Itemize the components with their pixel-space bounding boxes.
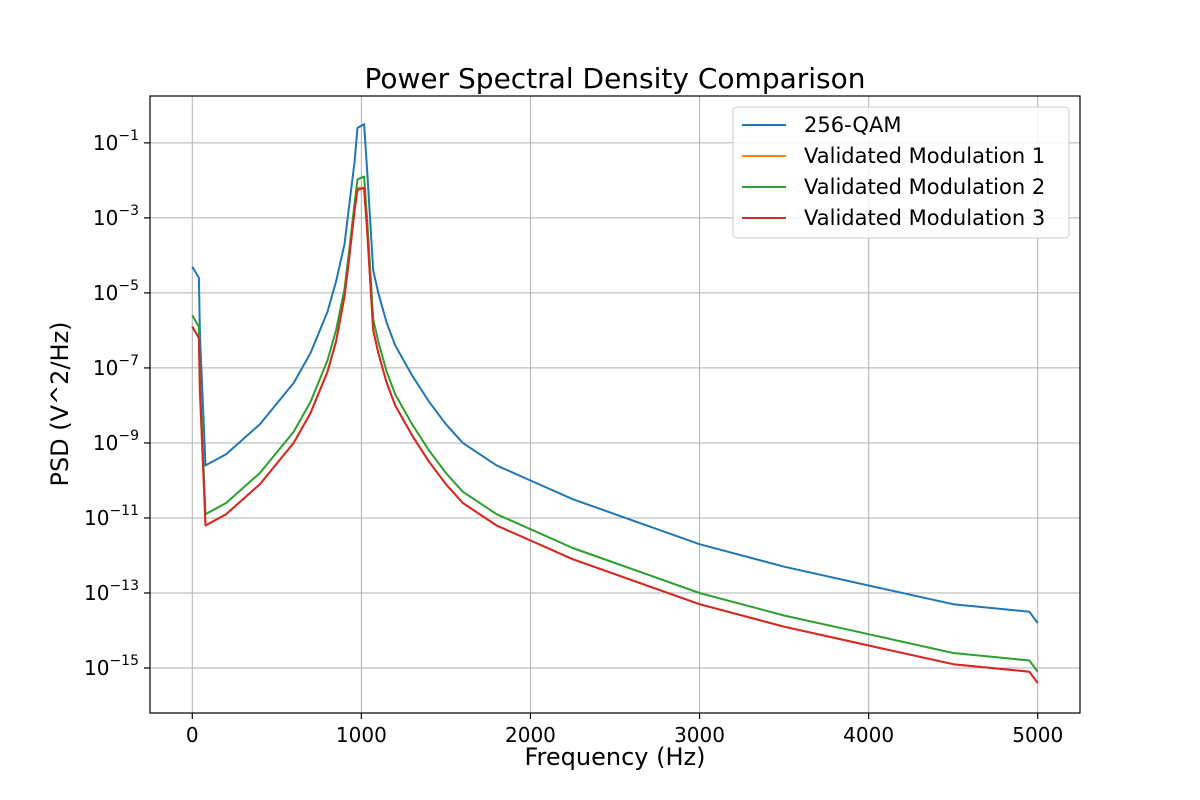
y-tick-base: 10: [84, 581, 109, 605]
legend-box: [732, 106, 1070, 239]
plot-frame: [149, 95, 1081, 714]
x-axis-ticks: 0 1000 2000 3000 4000 5000: [186, 713, 1063, 747]
y-tick-base: 10: [93, 281, 118, 305]
legend-label-2: Validated Modulation 1: [804, 144, 1045, 168]
y-tick-label: 10−11: [84, 503, 139, 530]
y-tick-exponent: −5: [118, 278, 139, 294]
y-tick-base: 10: [93, 431, 118, 455]
y-tick-base: 10: [93, 131, 118, 155]
legend: 256-QAM Validated Modulation 1 Validated M…: [732, 106, 1070, 239]
grid: [150, 96, 1080, 713]
y-tick-label: 10−13: [84, 578, 139, 605]
series-line-4: [191, 186, 1039, 684]
x-axis-label: Frequency (Hz): [525, 743, 706, 771]
y-tick-exponent: −15: [109, 653, 139, 669]
y-tick-label: 10−5: [93, 278, 139, 305]
y-tick-label: 10−1: [93, 128, 139, 155]
y-tick-base: 10: [93, 356, 118, 380]
legend-label-4: Validated Modulation 3: [804, 206, 1045, 230]
y-tick-exponent: −3: [118, 203, 139, 219]
x-tick-label: 2000: [505, 723, 556, 747]
y-tick-base: 10: [84, 506, 109, 530]
x-tick-label: 5000: [1012, 723, 1063, 747]
y-tick-label: 10−3: [93, 203, 139, 230]
series-line-1: [191, 123, 1039, 624]
y-tick-label: 10−15: [84, 653, 139, 680]
x-tick-label: 4000: [843, 723, 894, 747]
y-tick-exponent: −1: [118, 128, 139, 144]
y-tick-base: 10: [84, 656, 109, 680]
y-tick-exponent: −9: [118, 428, 139, 444]
y-tick-base: 10: [93, 206, 118, 230]
y-tick-label: 10−9: [93, 428, 139, 455]
chart-title: Power Spectral Density Comparison: [364, 62, 865, 95]
legend-label-1: 256-QAM: [804, 113, 901, 137]
y-tick-exponent: −13: [109, 578, 139, 594]
series-lines: [191, 123, 1039, 684]
y-tick-exponent: −11: [109, 503, 139, 519]
y-tick-label: 10−7: [93, 353, 139, 380]
y-tick-exponent: −7: [118, 353, 139, 369]
y-axis-label: PSD (V^2/Hz): [46, 321, 74, 486]
x-tick-label: 3000: [674, 723, 725, 747]
x-tick-label: 1000: [336, 723, 387, 747]
legend-label-3: Validated Modulation 2: [804, 175, 1045, 199]
x-tick-label: 0: [186, 723, 199, 747]
